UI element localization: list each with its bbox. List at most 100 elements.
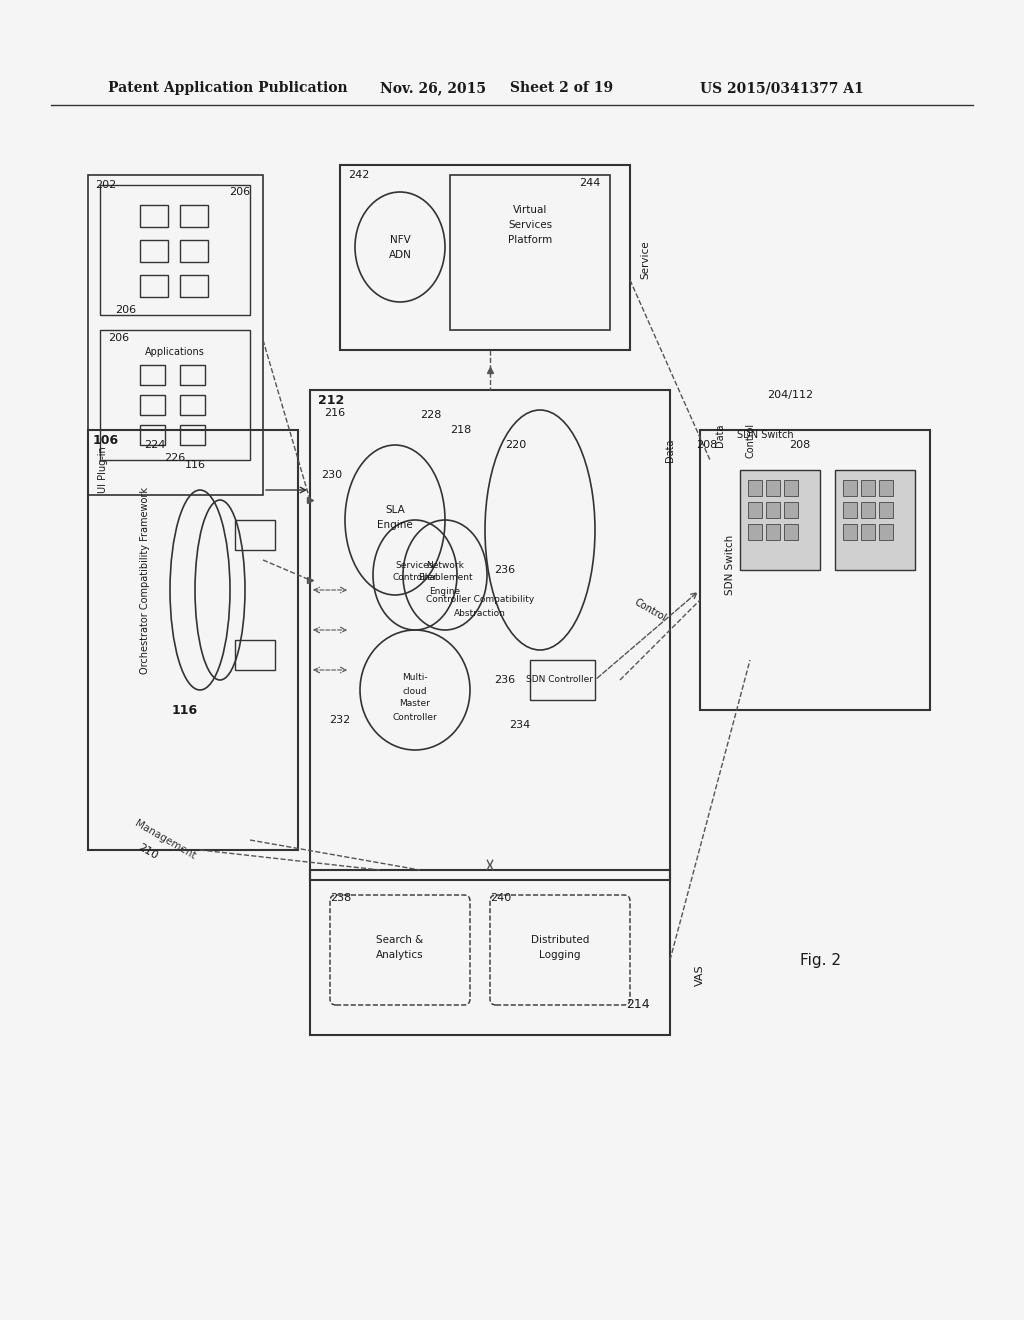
Bar xyxy=(700,430,930,710)
Text: SDN Controller: SDN Controller xyxy=(526,676,594,685)
Text: Services: Services xyxy=(396,561,434,569)
Text: Engine: Engine xyxy=(377,520,413,531)
Bar xyxy=(88,430,298,850)
Text: 232: 232 xyxy=(330,715,350,725)
Text: 204/112: 204/112 xyxy=(767,389,813,400)
Bar xyxy=(784,524,798,540)
Text: SDN Switch: SDN Switch xyxy=(736,430,794,440)
Text: Sheet 2 of 19: Sheet 2 of 19 xyxy=(510,81,613,95)
Bar xyxy=(310,870,670,1035)
Bar xyxy=(340,165,630,350)
Bar xyxy=(843,524,857,540)
Bar xyxy=(140,240,168,261)
Text: Logging: Logging xyxy=(540,950,581,960)
Text: Platform: Platform xyxy=(508,235,552,246)
Bar xyxy=(234,520,275,550)
Bar xyxy=(740,470,820,570)
Text: US 2015/0341377 A1: US 2015/0341377 A1 xyxy=(700,81,864,95)
Bar xyxy=(748,502,762,517)
Text: Master: Master xyxy=(399,700,430,709)
Text: VAS: VAS xyxy=(695,964,705,986)
Bar xyxy=(180,275,208,297)
Bar xyxy=(748,480,762,496)
Text: 208: 208 xyxy=(790,440,811,450)
Bar xyxy=(140,366,165,385)
Text: Network: Network xyxy=(426,561,464,569)
Text: Search &: Search & xyxy=(377,935,424,945)
Text: 238: 238 xyxy=(330,894,351,903)
Bar xyxy=(180,425,205,445)
Text: NFV: NFV xyxy=(389,235,411,246)
Text: Enablement: Enablement xyxy=(418,573,472,582)
Text: 212: 212 xyxy=(318,393,344,407)
Text: 208: 208 xyxy=(696,440,718,450)
Text: 210: 210 xyxy=(136,842,160,862)
Text: UI Plug-in: UI Plug-in xyxy=(98,446,108,494)
Text: 116: 116 xyxy=(184,459,206,470)
Text: 202: 202 xyxy=(95,180,117,190)
Text: 226: 226 xyxy=(165,453,185,463)
Bar xyxy=(100,330,250,459)
Bar xyxy=(310,389,670,880)
Text: Controller Compatibility: Controller Compatibility xyxy=(426,595,535,605)
Text: 106: 106 xyxy=(93,433,119,446)
Text: 116: 116 xyxy=(172,704,198,717)
Bar xyxy=(530,660,595,700)
Bar xyxy=(784,502,798,517)
Bar xyxy=(180,395,205,414)
Text: 236: 236 xyxy=(495,565,515,576)
Text: cloud: cloud xyxy=(402,686,427,696)
Text: Patent Application Publication: Patent Application Publication xyxy=(108,81,347,95)
Bar xyxy=(180,205,208,227)
Bar xyxy=(879,480,893,496)
Bar xyxy=(843,480,857,496)
Bar xyxy=(879,502,893,517)
Text: Multi-: Multi- xyxy=(402,673,428,682)
Text: 218: 218 xyxy=(450,425,471,436)
Bar xyxy=(140,275,168,297)
Text: 242: 242 xyxy=(348,170,370,180)
Text: Fig. 2: Fig. 2 xyxy=(800,953,841,968)
Text: Nov. 26, 2015: Nov. 26, 2015 xyxy=(380,81,486,95)
Text: 236: 236 xyxy=(495,675,515,685)
Text: Engine: Engine xyxy=(429,586,461,595)
Bar xyxy=(748,524,762,540)
Text: Control: Control xyxy=(745,422,755,458)
Text: Abstraction: Abstraction xyxy=(454,609,506,618)
Text: Orchestrator Compatibility Framework: Orchestrator Compatibility Framework xyxy=(140,487,150,673)
Bar xyxy=(88,176,263,495)
Bar xyxy=(861,524,874,540)
Text: 216: 216 xyxy=(325,408,345,418)
Text: Controller: Controller xyxy=(392,573,437,582)
Text: 206: 206 xyxy=(115,305,136,315)
Text: Data: Data xyxy=(715,424,725,446)
Text: 206: 206 xyxy=(108,333,129,343)
Text: Services: Services xyxy=(508,220,552,230)
Bar xyxy=(180,366,205,385)
Text: 228: 228 xyxy=(420,411,441,420)
Bar xyxy=(835,470,915,570)
Text: SDN Switch: SDN Switch xyxy=(725,535,735,595)
Bar xyxy=(843,502,857,517)
Text: Virtual: Virtual xyxy=(513,205,547,215)
Text: Data: Data xyxy=(665,438,675,462)
Text: 234: 234 xyxy=(509,719,530,730)
Bar xyxy=(234,640,275,671)
Text: 224: 224 xyxy=(144,440,166,450)
Text: 244: 244 xyxy=(579,178,600,187)
Text: Distributed: Distributed xyxy=(530,935,589,945)
Bar xyxy=(766,502,780,517)
Bar xyxy=(100,185,250,315)
Text: Service: Service xyxy=(640,240,650,280)
Bar xyxy=(861,480,874,496)
Bar xyxy=(879,524,893,540)
Bar xyxy=(784,480,798,496)
Text: Analytics: Analytics xyxy=(376,950,424,960)
Text: Controller: Controller xyxy=(392,713,437,722)
Text: Control: Control xyxy=(632,597,668,623)
Text: 220: 220 xyxy=(505,440,526,450)
Bar xyxy=(861,502,874,517)
Text: 230: 230 xyxy=(322,470,343,480)
Text: 206: 206 xyxy=(229,187,250,197)
Text: 214: 214 xyxy=(627,998,650,1011)
